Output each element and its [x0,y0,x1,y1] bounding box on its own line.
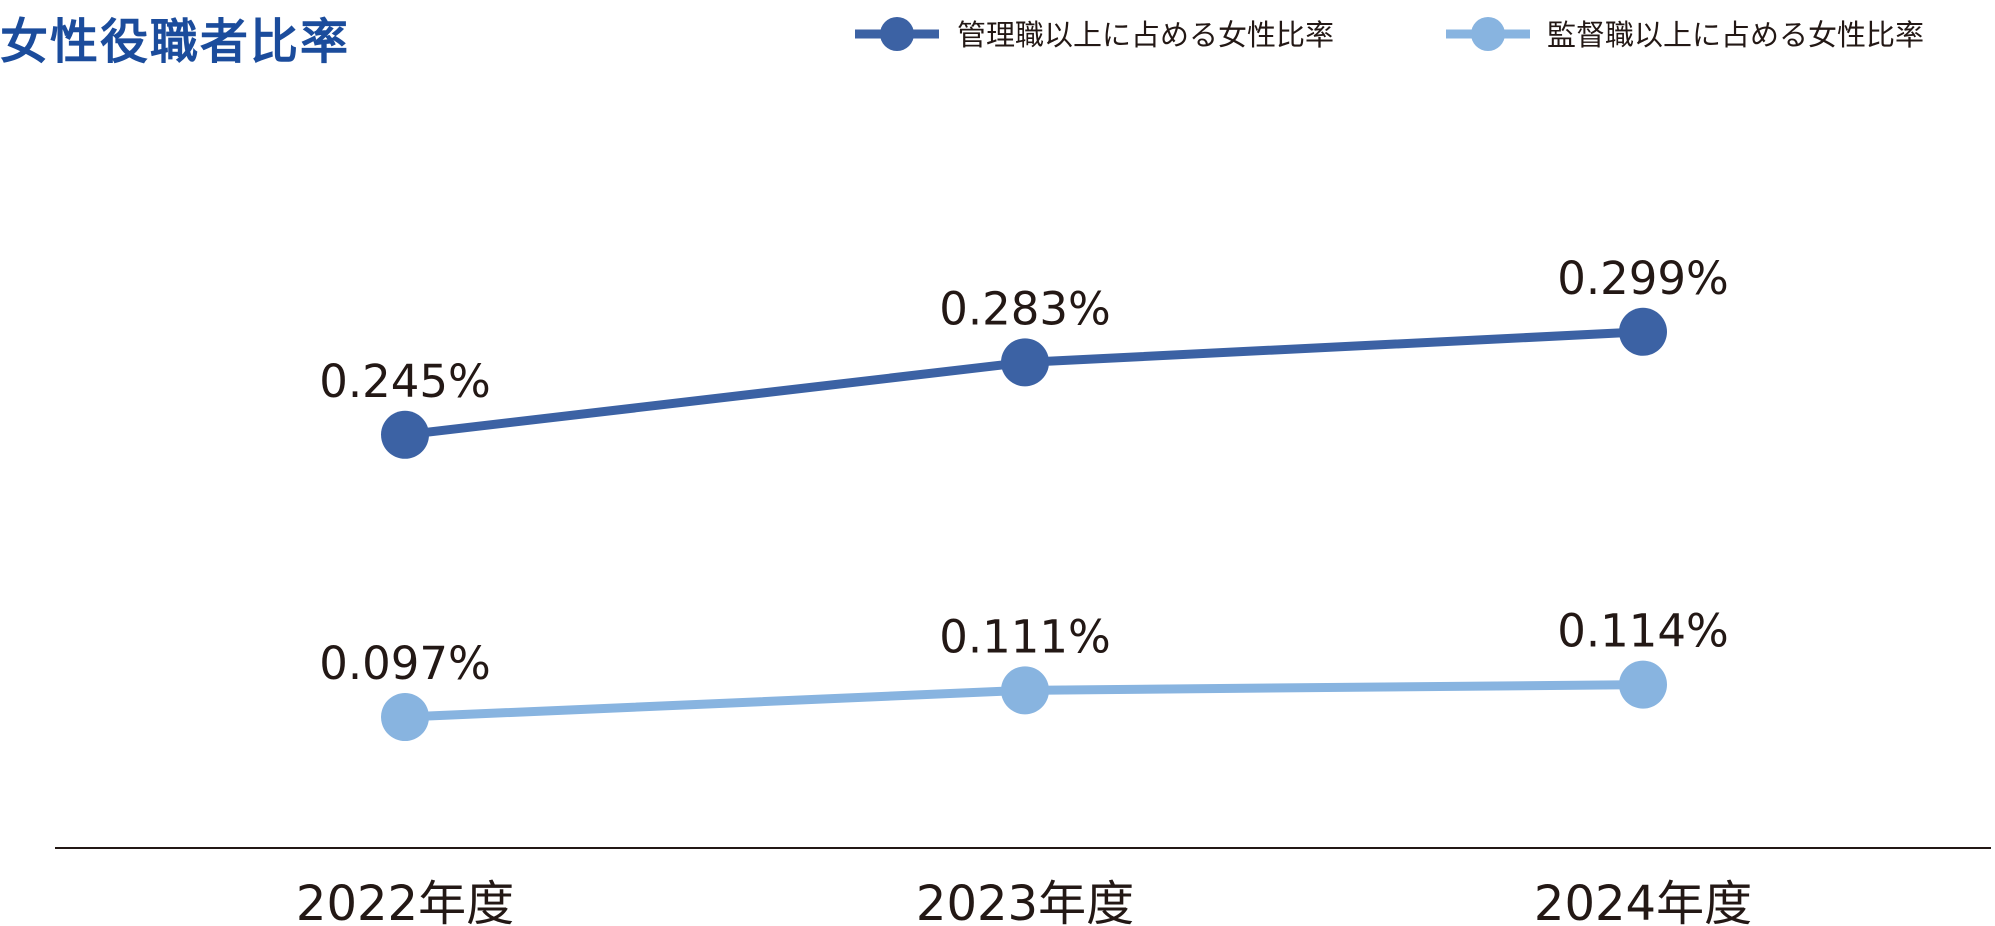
data-point [1619,307,1667,356]
legend-item-1: 管理職以上に占める女性比率 [855,17,1334,52]
data-label: 0.114% [1557,605,1729,658]
data-point [381,410,429,459]
x-tick-label: 2022年度 [296,876,514,926]
data-point [381,693,429,742]
legend-marker [1471,17,1505,51]
data-point [1001,666,1049,715]
legend-label: 管理職以上に占める女性比率 [957,18,1334,52]
data-label: 0.111% [939,610,1111,663]
x-tick-label: 2023年度 [916,876,1134,926]
data-label: 0.245% [319,355,491,408]
series-1: 0.245% 0.283% 0.299% [319,252,1729,459]
data-label: 0.097% [319,637,491,690]
data-label: 0.283% [939,282,1111,335]
data-point [1619,660,1667,709]
legend-marker [880,17,914,51]
chart-title: 女性役職者比率 [0,14,351,70]
data-label: 0.299% [1557,252,1729,305]
series-2: 0.097% 0.111% 0.114% [319,605,1729,742]
legend: 管理職以上に占める女性比率 監督職以上に占める女性比率 [855,17,1924,52]
data-point [1001,338,1049,387]
x-tick-label: 2024年度 [1534,876,1752,926]
legend-label: 監督職以上に占める女性比率 [1547,18,1924,52]
legend-item-2: 監督職以上に占める女性比率 [1446,17,1924,52]
